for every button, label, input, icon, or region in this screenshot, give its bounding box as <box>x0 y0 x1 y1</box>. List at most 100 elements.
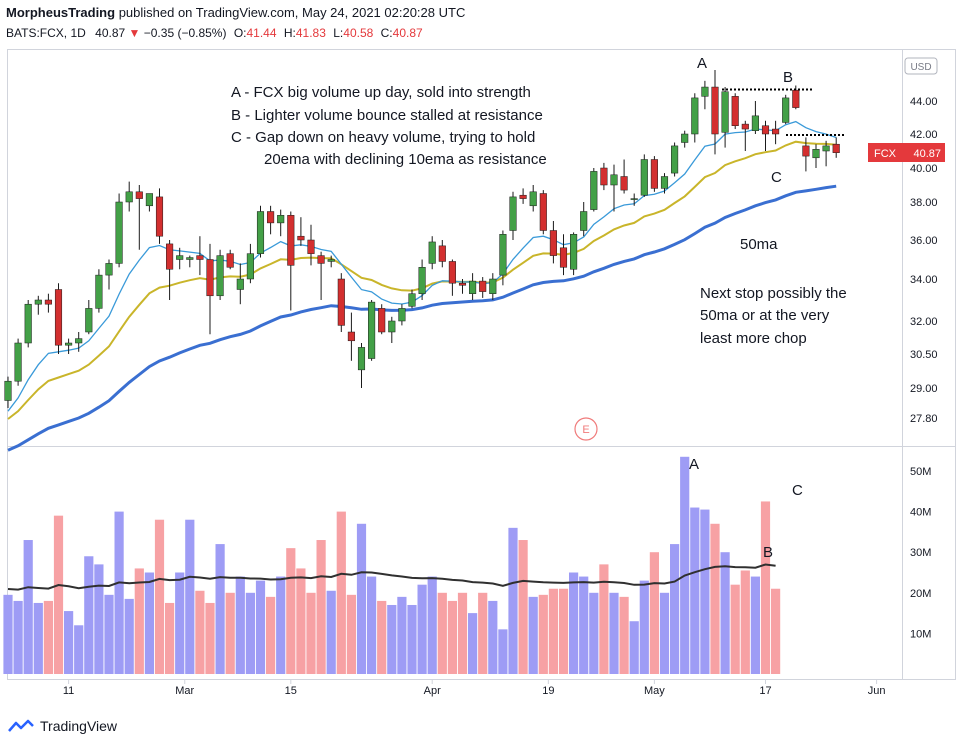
candle-body <box>236 278 244 290</box>
volume-bar <box>134 568 144 674</box>
price-axis[interactable]: 44.00 42.00 40.00 38.00 36.00 34.00 32.00 30.50… <box>910 96 938 425</box>
volume-bar <box>245 592 255 674</box>
volume-bar <box>397 596 407 674</box>
candle-body <box>428 241 436 264</box>
time-axis[interactable]: 11 Mar 15 Apr 19 May 17 Jun <box>63 685 886 697</box>
currency-label: USD <box>910 62 931 73</box>
candle-body <box>721 91 729 133</box>
volume-bars <box>3 456 781 674</box>
volume-bar <box>508 527 518 674</box>
candle-body <box>65 342 73 346</box>
earnings-marker[interactable] <box>574 417 598 441</box>
volume-bar <box>670 544 680 674</box>
candle-body <box>600 167 608 186</box>
symbol-label[interactable]: BATS:FCX, 1D <box>6 26 86 40</box>
last-price-symbol: FCX <box>874 148 897 160</box>
currency-badge[interactable] <box>904 57 938 75</box>
price-marker-b: B <box>783 69 793 86</box>
outlook-line-2: 50ma or at the very <box>700 307 830 324</box>
brand-name[interactable]: TradingView <box>40 718 118 734</box>
last-price-value: 40.87 <box>913 148 941 160</box>
close-label: C: <box>380 26 393 40</box>
candle-body <box>701 86 709 97</box>
candle-body <box>549 230 557 256</box>
time-tick-label: Jun <box>868 685 886 697</box>
volume-bar <box>266 596 276 674</box>
price-tick-label: 42.00 <box>910 129 938 141</box>
candle-body <box>4 380 12 401</box>
ohlc-legend: BATS:FCX, 1D 40.87 ▼ −0.35 (−0.85%) O:41… <box>6 26 423 40</box>
volume-bar <box>255 580 266 674</box>
volume-marker-b: B <box>763 544 773 561</box>
candle-body <box>620 176 628 191</box>
price-tick-label: 27.80 <box>910 413 938 425</box>
price-marker-a: A <box>697 55 707 72</box>
candle-body <box>368 301 376 359</box>
candle-body <box>14 342 22 382</box>
volume-bar <box>599 564 609 674</box>
time-tick-label: Apr <box>424 685 441 697</box>
author-name[interactable]: MorpheusTrading <box>6 5 116 20</box>
volume-bar <box>326 590 336 674</box>
volume-bar <box>730 584 740 674</box>
volume-bar <box>114 511 124 674</box>
volume-axis[interactable]: 50M 40M 30M 20M 10M <box>910 466 931 640</box>
candle-body <box>277 215 285 224</box>
tradingview-logo-icon[interactable] <box>8 718 34 734</box>
last-price: 40.87 <box>95 26 126 40</box>
candle-body <box>529 191 537 207</box>
candle-body <box>307 239 315 254</box>
candle-body <box>782 97 790 123</box>
candle-body <box>741 123 749 130</box>
volume-bar <box>538 594 548 674</box>
volume-tick-label: 10M <box>910 628 931 640</box>
price-tick-label: 38.00 <box>910 197 938 209</box>
candle-body <box>448 261 456 284</box>
candle-body <box>287 215 295 266</box>
candle-body <box>509 196 517 231</box>
volume-bar <box>144 572 154 674</box>
time-tick-label: 11 <box>63 685 74 697</box>
candle-body <box>176 255 184 260</box>
note-c: C - Gap down on heavy volume, trying to … <box>231 129 535 146</box>
chart-publish-line: MorpheusTrading published on TradingView… <box>6 5 465 20</box>
candle-body <box>822 145 830 152</box>
volume-bar <box>306 592 316 674</box>
price-tick-label: 34.00 <box>910 274 938 286</box>
volume-bar <box>316 540 326 674</box>
time-axis-ticks <box>68 680 878 684</box>
volume-bar <box>579 576 589 674</box>
price-tick-label: 30.50 <box>910 349 938 361</box>
candle-body <box>54 289 63 346</box>
volume-bar <box>367 576 377 674</box>
volume-bar <box>3 594 13 674</box>
candle-body <box>297 235 305 241</box>
volume-bar <box>286 548 296 674</box>
volume-bar <box>760 501 771 674</box>
volume-bar <box>498 629 508 674</box>
volume-bar <box>478 592 488 674</box>
candle-body <box>378 308 386 333</box>
candle-body <box>812 149 820 159</box>
volume-bar <box>589 592 599 674</box>
volume-bar <box>720 552 730 674</box>
candle-body <box>145 193 153 207</box>
volume-bar <box>33 602 43 674</box>
volume-bar <box>23 540 33 674</box>
time-tick-label: Mar <box>175 685 194 697</box>
note-b: B - Lighter volume bounce stalled at res… <box>231 107 543 124</box>
candle-body <box>95 274 103 309</box>
volume-bar <box>154 519 165 674</box>
candle-body <box>559 247 568 268</box>
earnings-marker-label: E <box>582 424 589 436</box>
candle-body <box>85 308 93 333</box>
volume-bar <box>468 613 478 674</box>
volume-bar <box>457 592 468 674</box>
candle-body <box>357 347 366 371</box>
candle-body <box>226 253 234 268</box>
footer: TradingView <box>8 716 117 736</box>
candle-body <box>711 86 719 135</box>
volume-bar <box>488 600 498 674</box>
volume-bar <box>276 576 286 674</box>
